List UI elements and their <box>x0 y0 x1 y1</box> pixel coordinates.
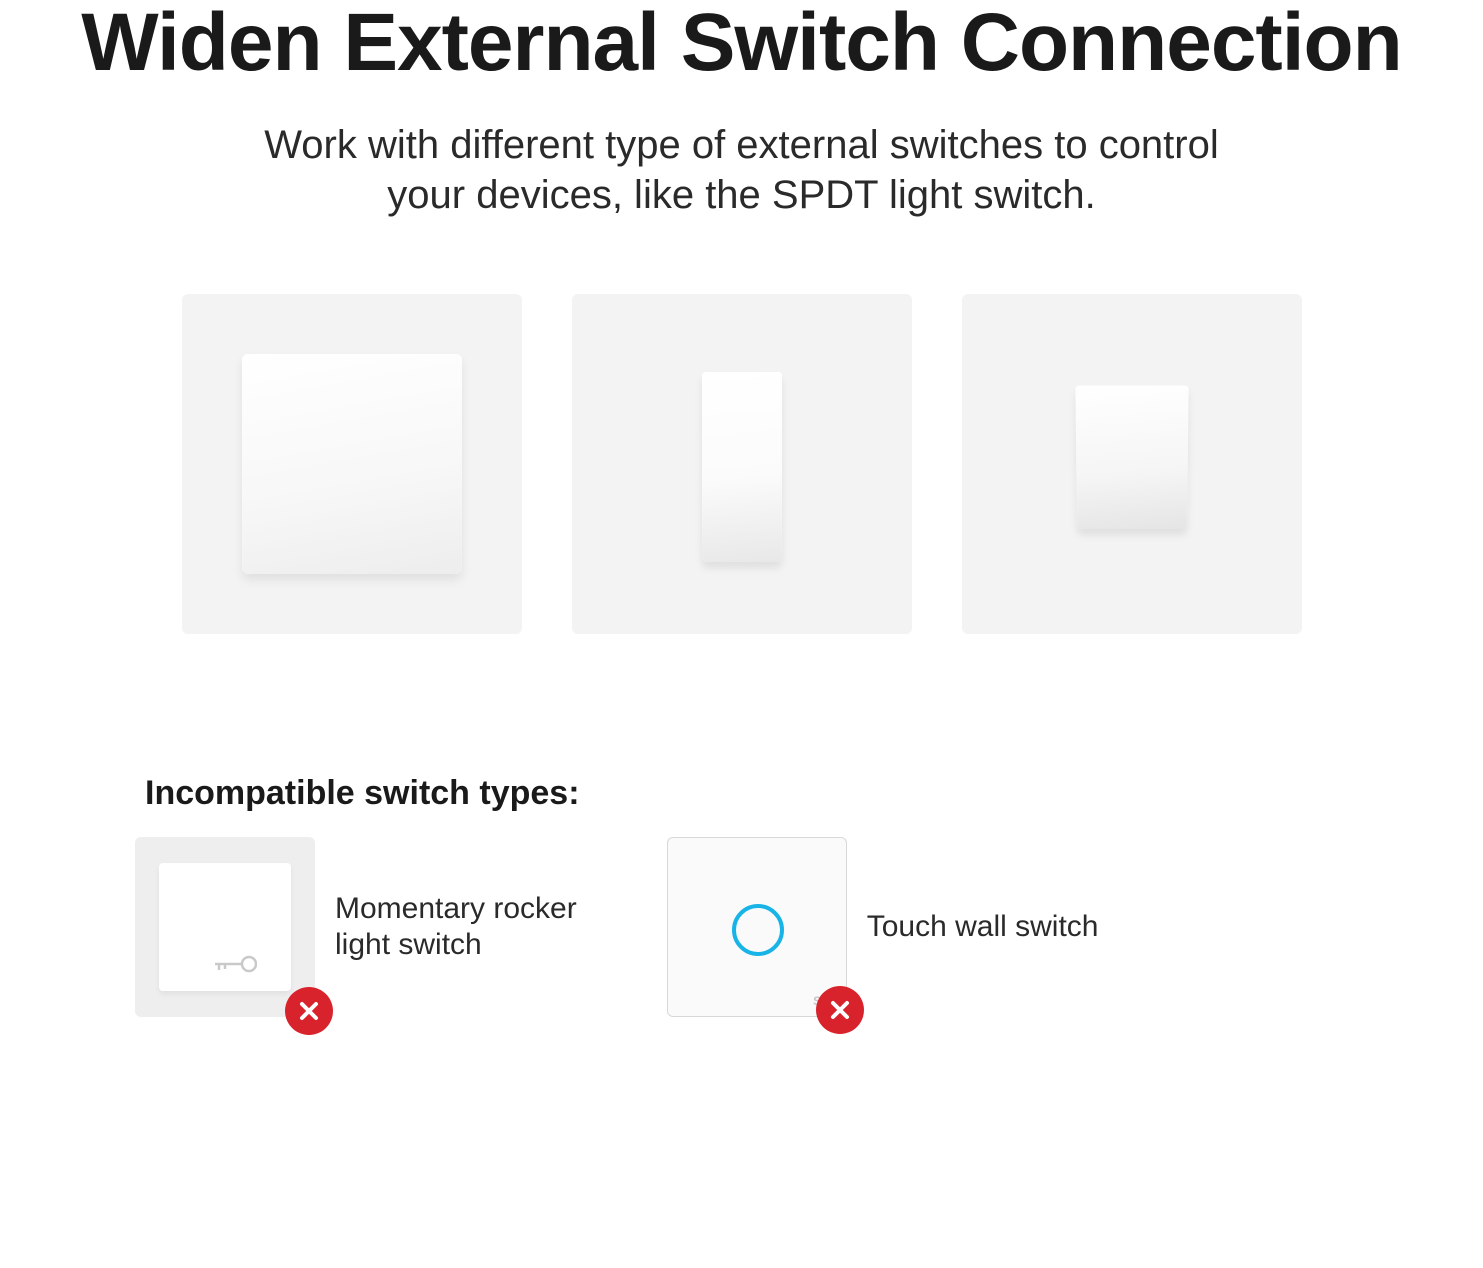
incompatible-label: Touch wall switch <box>867 909 1099 945</box>
momentary-rocker-plate <box>135 837 315 1017</box>
label-line: light switch <box>335 928 482 961</box>
touch-switch-plate: Son <box>667 837 847 1017</box>
rocker-icon <box>1075 386 1188 529</box>
rocker-icon <box>702 372 782 562</box>
reject-x-icon <box>816 986 864 1034</box>
touch-ring-icon <box>732 904 784 956</box>
incompatible-item-momentary: Momentary rocker light switch <box>135 837 577 1017</box>
reject-x-icon <box>285 987 333 1035</box>
compatible-switches-row <box>0 294 1483 634</box>
rocker-icon <box>242 354 462 574</box>
compatible-switch-tilt-toggle <box>962 294 1302 634</box>
incompatible-item-touch: Son Touch wall switch <box>667 837 1099 1017</box>
compatible-switch-narrow-rocker <box>572 294 912 634</box>
compatible-switch-large-rocker <box>182 294 522 634</box>
subtitle-line-1: Work with different type of external swi… <box>264 123 1219 167</box>
subtitle-line-2: your devices, like the SPDT light switch… <box>387 173 1095 217</box>
incompatible-heading: Incompatible switch types: <box>145 774 1483 813</box>
incompatible-switches-row: Momentary rocker light switch Son Touch … <box>135 837 1483 1017</box>
key-icon <box>213 955 257 973</box>
incompatible-label: Momentary rocker light switch <box>335 891 577 963</box>
page-title: Widen External Switch Connection <box>0 0 1483 86</box>
page-subtitle: Work with different type of external swi… <box>0 120 1483 220</box>
label-line: Momentary rocker <box>335 892 577 925</box>
